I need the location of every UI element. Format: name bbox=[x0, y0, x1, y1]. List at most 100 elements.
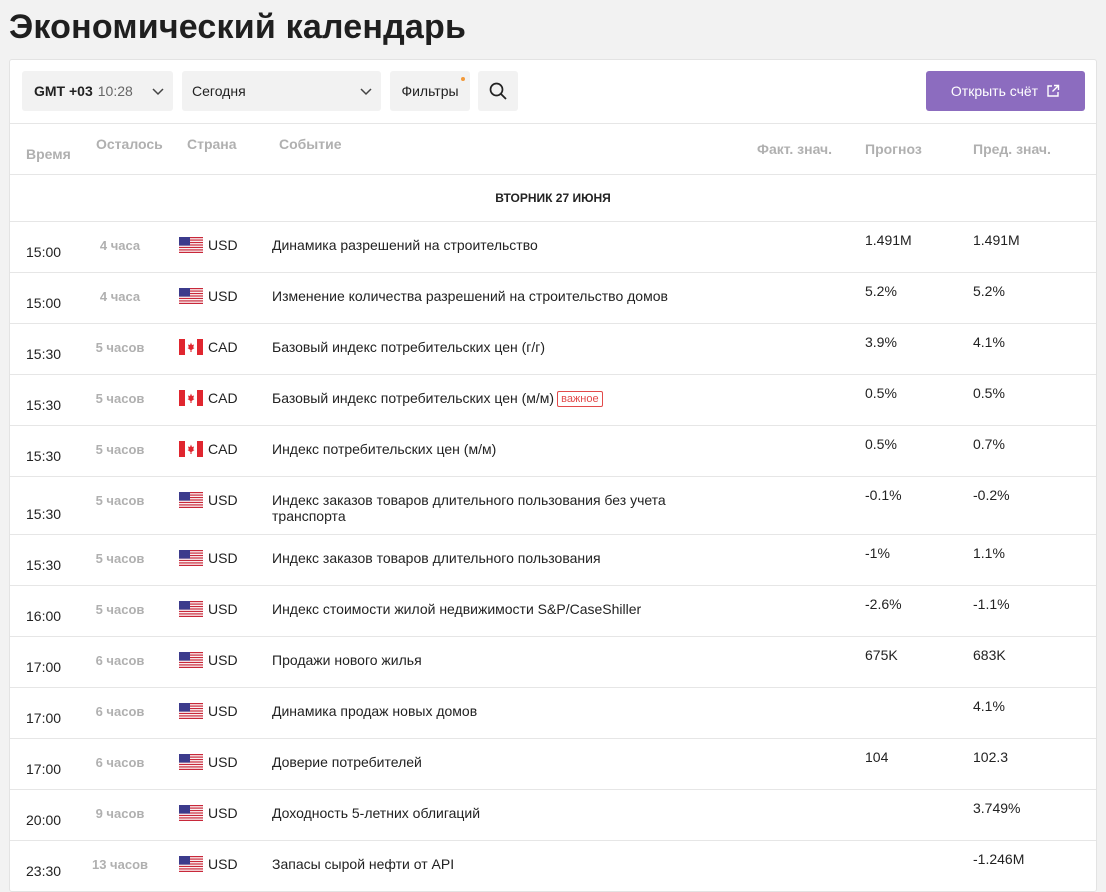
table-header: Время Осталось Страна Событие Факт. знач… bbox=[10, 124, 1096, 175]
ca-flag-icon bbox=[179, 339, 203, 355]
search-button[interactable] bbox=[478, 71, 518, 111]
event-title[interactable]: Продажи нового жилья bbox=[272, 652, 712, 668]
event-forecast: 1.491M bbox=[865, 232, 912, 248]
chevron-down-icon bbox=[360, 88, 372, 96]
event-title[interactable]: Динамика продаж новых домов bbox=[272, 703, 712, 719]
table-row[interactable]: 15:30 5 часов USD Индекс заказов товаров дл… bbox=[10, 535, 1096, 586]
external-link-icon bbox=[1047, 84, 1060, 97]
us-flag-icon bbox=[179, 492, 203, 508]
column-actual[interactable]: Факт. знач. bbox=[757, 141, 833, 157]
event-country: USD bbox=[179, 237, 238, 253]
page-title: Экономический календарь bbox=[9, 8, 467, 46]
event-currency: CAD bbox=[208, 441, 238, 457]
event-title-text: Индекс заказов товаров длительного польз… bbox=[272, 492, 666, 524]
us-flag-icon bbox=[179, 550, 203, 566]
toolbar: GMT +03 10:28 Сегодня Фильтры Открыть сч… bbox=[10, 60, 1096, 124]
table-row[interactable]: 17:00 6 часов USD Динамика продаж новых дом… bbox=[10, 688, 1096, 739]
day-select[interactable]: Сегодня bbox=[182, 71, 381, 111]
column-forecast[interactable]: Прогноз bbox=[865, 141, 922, 157]
table-row[interactable]: 17:00 6 часов USD Доверие потребителей 104 10… bbox=[10, 739, 1096, 790]
event-time: 15:00 bbox=[26, 295, 62, 311]
event-country: USD bbox=[179, 856, 238, 872]
column-event[interactable]: Событие bbox=[279, 136, 342, 152]
table-row[interactable]: 15:00 4 часа USD Динамика разрешений на стр… bbox=[10, 222, 1096, 273]
event-country: USD bbox=[179, 805, 238, 821]
timezone-label: GMT +03 bbox=[34, 83, 93, 99]
column-left[interactable]: Осталось bbox=[96, 136, 163, 152]
table-row[interactable]: 17:00 6 часов USD Продажи нового жилья 675K 6… bbox=[10, 637, 1096, 688]
table-row[interactable]: 20:00 9 часов USD Доходность 5-летних облиг… bbox=[10, 790, 1096, 841]
column-previous[interactable]: Пред. знач. bbox=[973, 141, 1051, 157]
event-title-text: Индекс стоимости жилой недвижимости S&P/… bbox=[272, 601, 642, 617]
event-time: 15:30 bbox=[26, 397, 62, 413]
us-flag-icon bbox=[179, 703, 203, 719]
event-time: 16:00 bbox=[26, 608, 62, 624]
search-icon bbox=[489, 82, 507, 100]
timezone-select[interactable]: GMT +03 10:28 bbox=[22, 71, 173, 111]
filters-button[interactable]: Фильтры bbox=[390, 71, 470, 111]
event-title[interactable]: Индекс заказов товаров длительного польз… bbox=[272, 492, 712, 524]
us-flag-icon bbox=[179, 237, 203, 253]
us-flag-icon bbox=[179, 805, 203, 821]
event-title[interactable]: Индекс потребительских цен (м/м) bbox=[272, 441, 712, 457]
event-previous: 0.7% bbox=[973, 436, 1005, 452]
event-currency: CAD bbox=[208, 339, 238, 355]
event-time: 20:00 bbox=[26, 812, 62, 828]
event-title-text: Индекс заказов товаров длительного польз… bbox=[272, 550, 601, 566]
event-time: 17:00 bbox=[26, 710, 62, 726]
event-previous: 683K bbox=[973, 647, 1006, 663]
event-previous: 102.3 bbox=[973, 749, 1009, 765]
event-time: 15:30 bbox=[26, 346, 62, 362]
calendar-card: GMT +03 10:28 Сегодня Фильтры Открыть сч… bbox=[9, 59, 1097, 892]
event-title[interactable]: Динамика разрешений на строительство bbox=[272, 237, 712, 253]
event-previous: -0.2% bbox=[973, 487, 1010, 503]
event-title[interactable]: Доверие потребителей bbox=[272, 754, 712, 770]
event-previous: 3.749% bbox=[973, 800, 1021, 816]
event-country: USD bbox=[179, 492, 238, 508]
event-time-left: 5 часов bbox=[95, 391, 145, 406]
table-row[interactable]: 23:30 13 часов USD Запасы сырой нефти от AP… bbox=[10, 841, 1096, 891]
event-title-text: Доверие потребителей bbox=[272, 754, 422, 770]
column-country[interactable]: Страна bbox=[187, 136, 237, 152]
us-flag-icon bbox=[179, 652, 203, 668]
event-time: 15:30 bbox=[26, 506, 62, 522]
timezone-time: 10:28 bbox=[97, 83, 133, 99]
table-row[interactable]: 15:30 5 часов USD Индекс заказов товаров дл… bbox=[10, 477, 1096, 535]
table-row[interactable]: 16:00 5 часов USD Индекс стоимости жилой не… bbox=[10, 586, 1096, 637]
event-currency: USD bbox=[208, 550, 238, 566]
chevron-down-icon bbox=[152, 88, 164, 96]
event-currency: USD bbox=[208, 856, 238, 872]
us-flag-icon bbox=[179, 601, 203, 617]
event-time-left: 5 часов bbox=[95, 493, 145, 508]
event-forecast: 5.2% bbox=[865, 283, 897, 299]
column-time[interactable]: Время bbox=[26, 146, 71, 162]
table-row[interactable]: 15:30 5 часов CAD Базовый индекс потребител… bbox=[10, 324, 1096, 375]
filters-label: Фильтры bbox=[401, 83, 459, 99]
event-title[interactable]: Запасы сырой нефти от API bbox=[272, 856, 712, 872]
table-row[interactable]: 15:00 4 часа USD Изменение количества разре… bbox=[10, 273, 1096, 324]
event-title[interactable]: Индекс заказов товаров длительного польз… bbox=[272, 550, 712, 566]
event-time-left: 5 часов bbox=[95, 551, 145, 566]
event-previous: 0.5% bbox=[973, 385, 1005, 401]
open-account-button[interactable]: Открыть счёт bbox=[926, 71, 1085, 111]
event-time: 15:30 bbox=[26, 557, 62, 573]
event-country: CAD bbox=[179, 339, 238, 355]
event-title[interactable]: Базовый индекс потребительских цен (м/м)… bbox=[272, 390, 712, 407]
event-title[interactable]: Индекс стоимости жилой недвижимости S&P/… bbox=[272, 601, 712, 617]
event-title[interactable]: Доходность 5-летних облигаций bbox=[272, 805, 712, 821]
event-time-left: 5 часов bbox=[95, 442, 145, 457]
table-row[interactable]: 15:30 5 часов CAD Базовый индекс потребител… bbox=[10, 375, 1096, 426]
table-row[interactable]: 15:30 5 часов CAD Индекс потребительских це… bbox=[10, 426, 1096, 477]
event-previous: 1.1% bbox=[973, 545, 1005, 561]
event-title-text: Базовый индекс потребительских цен (г/г) bbox=[272, 339, 546, 355]
event-title[interactable]: Базовый индекс потребительских цен (г/г) bbox=[272, 339, 712, 355]
event-currency: CAD bbox=[208, 390, 238, 406]
event-country: USD bbox=[179, 288, 238, 304]
event-time-left: 5 часов bbox=[95, 340, 145, 355]
event-previous: -1.1% bbox=[973, 596, 1010, 612]
event-title[interactable]: Изменение количества разрешений на строи… bbox=[272, 288, 712, 304]
event-time-left: 4 часа bbox=[99, 238, 141, 253]
event-time: 17:00 bbox=[26, 659, 62, 675]
event-currency: USD bbox=[208, 703, 238, 719]
event-forecast: -2.6% bbox=[865, 596, 902, 612]
